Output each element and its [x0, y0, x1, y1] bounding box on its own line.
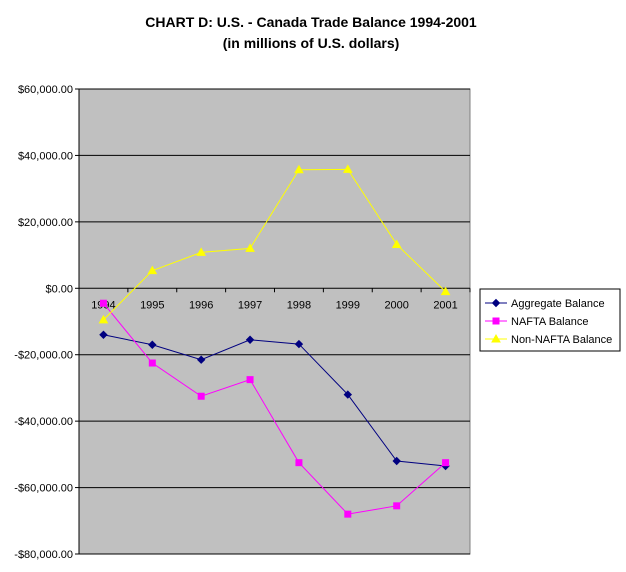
chart-subtitle: (in millions of U.S. dollars)	[223, 35, 400, 51]
data-point-non-nafta-balance	[440, 286, 451, 296]
y-tick-label: -$60,000.00	[14, 483, 73, 495]
legend-label-aggregate-balance: Aggregate Balance	[511, 298, 605, 310]
x-tick-label: 2000	[384, 299, 408, 311]
legend-marker-nafta-balance	[492, 317, 500, 325]
data-point-aggregate-balance	[148, 340, 157, 349]
series-non-nafta-balance	[98, 164, 451, 324]
data-point-non-nafta-balance	[342, 164, 353, 173]
series-line-non-nafta-balance	[103, 168, 446, 321]
data-point-nafta-balance	[246, 376, 254, 384]
x-tick-label: 1995	[140, 299, 164, 311]
data-point-non-nafta-balance	[147, 265, 158, 275]
data-point-aggregate-balance	[294, 339, 304, 349]
x-tick-label: 1999	[336, 299, 360, 311]
data-point-aggregate-balance	[392, 456, 401, 466]
y-axis: $60,000.00 $40,000.00 $20,000.00 $0.00 -$20,…	[14, 84, 80, 561]
legend-box	[479, 288, 621, 352]
series-aggregate-balance	[99, 330, 450, 471]
x-tick-label: 1997	[238, 299, 262, 311]
x-tick-label: 1998	[287, 299, 311, 311]
legend-marker-non-nafta-balance	[491, 333, 501, 343]
data-point-non-nafta-balance	[391, 239, 402, 248]
series-group	[98, 164, 451, 518]
y-tick-label: $60,000.00	[18, 84, 73, 96]
data-point-nafta-balance	[393, 502, 401, 510]
series-line-aggregate-balance	[103, 334, 446, 467]
y-tick-label: $40,000.00	[18, 150, 73, 162]
legend: Aggregate Balance NAFTA Balance Non-NAFTA …	[479, 288, 621, 352]
data-point-aggregate-balance	[245, 335, 255, 344]
data-point-nafta-balance	[442, 459, 450, 467]
data-point-nafta-balance	[197, 392, 205, 400]
y-tick-label: -$20,000.00	[14, 350, 73, 362]
data-point-non-nafta-balance	[245, 243, 255, 252]
y-tick-label: -$40,000.00	[14, 416, 73, 428]
data-point-nafta-balance	[148, 359, 156, 367]
y-tick-label: $0.00	[45, 283, 73, 295]
data-point-aggregate-balance	[99, 330, 108, 339]
y-tick-label: $20,000.00	[18, 217, 73, 229]
x-tick-label: 1996	[189, 299, 213, 311]
data-point-nafta-balance	[344, 510, 352, 518]
data-point-nafta-balance	[295, 459, 303, 467]
plot-area	[78, 88, 471, 555]
data-point-non-nafta-balance	[98, 314, 109, 324]
legend-label-nafta-balance: NAFTA Balance	[511, 316, 588, 328]
legend-label-non-nafta-balance: Non-NAFTA Balance	[511, 334, 612, 346]
data-point-non-nafta-balance	[294, 164, 304, 174]
data-point-aggregate-balance	[196, 355, 206, 364]
data-point-non-nafta-balance	[196, 247, 207, 256]
series-nafta-balance	[99, 299, 450, 518]
x-tick-label: 2001	[433, 299, 457, 311]
chart-title: CHART D: U.S. - Canada Trade Balance 199…	[145, 14, 477, 30]
y-tick-label: -$80,000.00	[14, 549, 73, 561]
series-line-nafta-balance	[103, 302, 446, 515]
legend-marker-aggregate-balance	[491, 298, 501, 308]
data-point-aggregate-balance	[343, 390, 353, 399]
data-point-nafta-balance	[99, 299, 107, 307]
